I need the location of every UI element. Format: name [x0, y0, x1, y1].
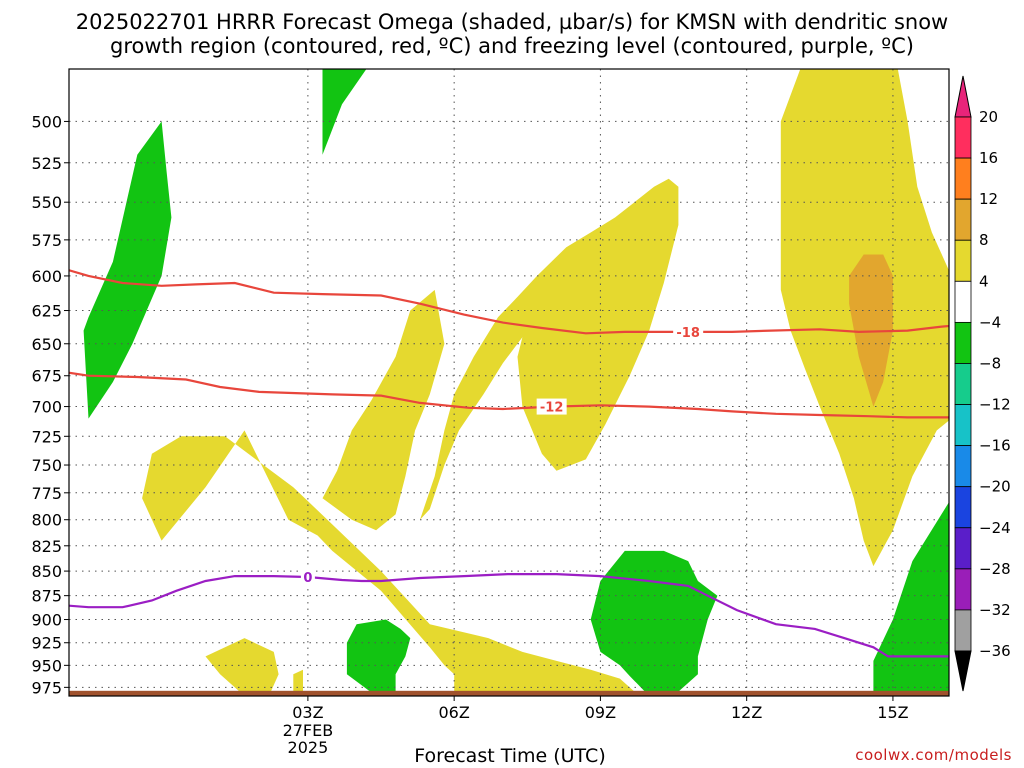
colorbar-label-9: −20 — [979, 478, 1011, 496]
omega-shading — [83, 69, 1024, 696]
colorbar-label-13: −36 — [979, 642, 1011, 660]
colorbar-swatch-1 — [954, 157, 972, 200]
y-tick-label-575: 575 — [31, 231, 62, 250]
colorbar-label-8: −16 — [979, 437, 1011, 455]
y-tick-label-800: 800 — [31, 511, 62, 530]
site-credit: coolwx.com/models — [855, 746, 1012, 764]
omega-region-8 — [590, 550, 718, 696]
omega-region-0 — [142, 430, 640, 696]
contour-line--12 — [69, 371, 949, 419]
y-tick-label-925: 925 — [31, 634, 62, 653]
x-tick-label-12Z: 12Z — [731, 703, 762, 722]
y-tick-label-725: 725 — [31, 427, 62, 446]
colorbar-label-5: −4 — [979, 313, 1001, 331]
y-tick-label-600: 600 — [31, 267, 62, 286]
y-tick-label-525: 525 — [31, 154, 62, 173]
y-tick-label-900: 900 — [31, 611, 62, 630]
omega-region-7 — [873, 502, 949, 696]
colorbar-swatch-9 — [954, 486, 972, 529]
omega-region-4 — [322, 289, 445, 531]
colorbar-label-4: 4 — [979, 272, 989, 290]
colorbar-swatch-8 — [954, 445, 972, 488]
colorbar-swatch-5 — [954, 321, 972, 364]
contour-line-0 — [69, 573, 949, 658]
y-tick-label-550: 550 — [31, 193, 62, 212]
y-tick-label-975: 975 — [31, 678, 62, 697]
chart-title-line1: 2025022701 HRRR Forecast Omega (shaded, … — [75, 10, 949, 34]
omega-region-11 — [322, 69, 367, 155]
omega-region-10 — [83, 121, 172, 419]
plot-frame — [68, 68, 950, 697]
contour-lines — [69, 269, 949, 658]
omega-region-12 — [986, 218, 1024, 407]
contour-label-0: 0 — [303, 571, 312, 586]
contour-label--12: -12 — [540, 401, 564, 416]
colorbar-swatch-7 — [954, 404, 972, 447]
y-tick-label-950: 950 — [31, 656, 62, 675]
contour-labels: -18 -12 0 — [300, 323, 704, 586]
colorbar-swatch-6 — [954, 363, 972, 405]
colorbar-label-7: −12 — [979, 396, 1011, 414]
colorbar-over-arrow — [954, 75, 972, 118]
omega-region-2 — [205, 638, 279, 696]
y-tick-label-675: 675 — [31, 367, 62, 386]
omega-region-3 — [420, 178, 679, 520]
y-tick-label-650: 650 — [31, 335, 62, 354]
colorbar-under-arrow — [954, 650, 972, 692]
y-tick-label-750: 750 — [31, 456, 62, 475]
chart-title-line2: growth region (contoured, red, ºC) and f… — [110, 34, 914, 58]
date-label-1: 2025 — [288, 738, 329, 757]
contour-label--18: -18 — [676, 326, 700, 341]
x-tick-label-03Z: 03Z — [292, 703, 323, 722]
x-tick-label-09Z: 09Z — [585, 703, 616, 722]
y-tick-label-825: 825 — [31, 537, 62, 556]
colorbar-label-12: −32 — [979, 601, 1011, 619]
y-tick-label-625: 625 — [31, 302, 62, 321]
colorbar-label-2: 12 — [979, 190, 998, 208]
y-tick-label-500: 500 — [31, 112, 62, 131]
contour-line--18 — [69, 269, 949, 335]
colorbar-label-10: −24 — [979, 519, 1011, 537]
colorbar-swatch-3 — [954, 239, 972, 282]
y-tick-label-850: 850 — [31, 562, 62, 581]
colorbar-swatch-2 — [954, 198, 972, 241]
contour-label-bg-0 — [300, 569, 315, 586]
y-tick-label-700: 700 — [31, 398, 62, 417]
colorbar-swatch-11 — [954, 568, 972, 611]
x-tick-label-06Z: 06Z — [438, 703, 469, 722]
y-tick-label-775: 775 — [31, 484, 62, 503]
x-axis-label: Forecast Time (UTC) — [414, 745, 606, 767]
ground-surface — [69, 690, 949, 696]
colorbar-label-6: −8 — [979, 354, 1001, 372]
omega-region-13 — [981, 525, 1024, 643]
date-label-0: 27FEB — [283, 721, 334, 740]
y-tick-label-875: 875 — [31, 587, 62, 606]
colorbar-label-3: 8 — [979, 231, 989, 249]
colorbar-swatch-4 — [954, 280, 972, 323]
x-axis: 03Z06Z09Z12Z15Z18Z27FEB2025 — [283, 696, 1024, 757]
x-tick-label-15Z: 15Z — [877, 703, 908, 722]
contour-label-bg--12 — [536, 398, 567, 415]
y-axis: 500 525 550 575 600 625 650 675 700 725 750 775 800 8… — [31, 112, 69, 697]
colorbar-swatch-0 — [954, 116, 972, 159]
colorbar-label-1: 16 — [979, 149, 998, 167]
colorbar: 20 16 12 8 4 −4 −8 −12 −16 −20 −24 −28 −32 −36 — [954, 75, 1011, 692]
omega-region-9 — [346, 619, 411, 696]
colorbar-swatch-10 — [954, 527, 972, 570]
colorbar-swatch-12 — [954, 609, 972, 652]
colorbar-label-11: −28 — [979, 560, 1011, 578]
grid-lines — [69, 69, 949, 696]
contour-label-bg--18 — [673, 323, 704, 340]
colorbar-label-0: 20 — [979, 108, 998, 126]
omega-region-1 — [293, 669, 303, 696]
